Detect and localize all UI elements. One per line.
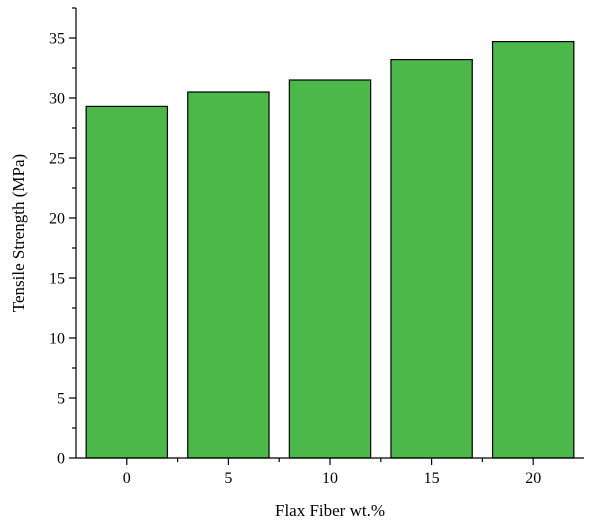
x-ticks-group: 0 5 10 15 20 — [123, 458, 541, 487]
bar-0 — [85, 105, 169, 459]
x-tick-label: 5 — [224, 470, 232, 487]
bar-20 — [491, 40, 575, 459]
y-axis-title: Tensile Strength (MPa) — [9, 154, 28, 312]
bar-15 — [390, 58, 473, 459]
y-tick-label: 25 — [49, 151, 65, 168]
x-tick-label: 10 — [322, 470, 338, 487]
y-tick-label: 35 — [49, 31, 65, 48]
bar-5 — [187, 91, 270, 459]
x-tick-label: 15 — [424, 470, 440, 487]
x-axis-title: Flax Fiber wt.% — [275, 501, 385, 520]
x-tick-label: 0 — [123, 470, 131, 487]
y-tick-label: 5 — [57, 391, 65, 408]
y-tick-label: 30 — [49, 91, 65, 108]
y-tick-label: 0 — [57, 451, 65, 468]
y-ticks-group: 0 5 10 15 20 25 30 35 — [49, 7, 76, 468]
y-tick-label: 15 — [49, 271, 65, 288]
y-tick-label: 10 — [49, 331, 65, 348]
bars-group — [85, 40, 575, 459]
bar-10 — [288, 79, 372, 459]
x-tick-label: 20 — [525, 470, 541, 487]
y-tick-label: 20 — [49, 211, 65, 228]
